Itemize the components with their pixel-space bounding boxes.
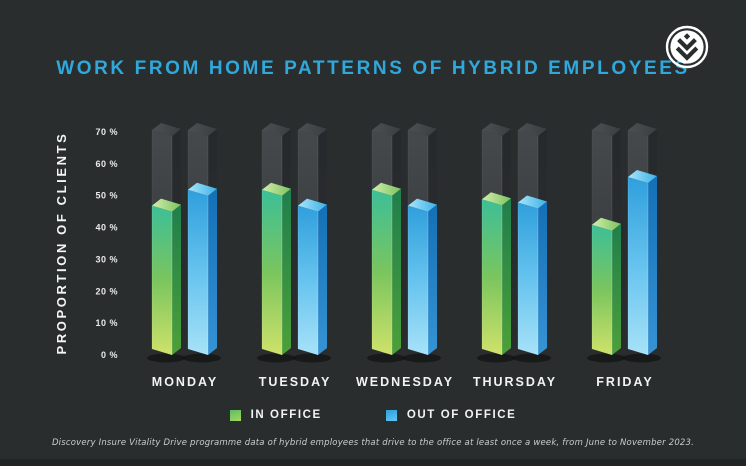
bar-tuesday-out-of-office-top-face — [298, 198, 327, 212]
column-group-tuesday: TUESDAY — [257, 123, 331, 389]
track-friday-out-of-office-top-face — [628, 123, 657, 136]
logo-chevron-icon — [675, 46, 699, 61]
legend-label-out-of-office: OUT OF OFFICE — [406, 409, 517, 421]
column-group-monday: MONDAY — [147, 123, 221, 389]
bar-monday-out-of-office-left-face — [188, 189, 208, 355]
y-tick-20: 20 % — [95, 286, 118, 296]
legend-item-out-of-office: OUT OF OFFICE — [385, 409, 517, 421]
bar-thursday-in-office-right-face — [502, 198, 511, 355]
bar-shadow — [147, 353, 185, 363]
bar-shadow — [367, 353, 405, 363]
bar-shadow — [477, 353, 515, 363]
bar-tuesday-out-of-office-right-face — [318, 204, 327, 355]
logo-chevron-icon — [677, 38, 697, 51]
track-tuesday-out-of-office-top-face — [298, 123, 327, 136]
bar-shadow — [293, 353, 331, 363]
bar-thursday-in-office-left-face — [482, 199, 502, 355]
bar-shadow — [257, 353, 295, 363]
bar-friday-out-of-office-top-face — [628, 169, 657, 183]
discovery-logo — [665, 25, 709, 69]
bar-shadow — [623, 353, 661, 363]
track-monday-in-office-top-face — [152, 123, 181, 136]
bar-tuesday-in-office-right-face — [282, 188, 291, 355]
legend-swatch-out-of-office-icon — [385, 409, 397, 421]
y-tick-40: 40 % — [95, 223, 118, 233]
bar-wednesday-in-office-right-face — [392, 188, 401, 355]
column-group-thursday: THURSDAY — [473, 123, 557, 389]
bar-thursday-out-of-office-left-face — [518, 202, 538, 355]
y-tick-10: 10 % — [95, 318, 118, 328]
track-wednesday-in-office-top-face — [372, 123, 401, 136]
bar-shadow — [513, 353, 551, 363]
track-tuesday-in-office-top-face — [262, 123, 291, 136]
x-axis-label-thursday: THURSDAY — [473, 375, 557, 389]
y-tick-50: 50 % — [95, 191, 118, 201]
bar-friday-in-office-top-face — [592, 217, 621, 231]
track-friday-in-office-top-face — [592, 123, 621, 136]
column-group-friday: FRIDAY — [587, 123, 661, 389]
y-tick-60: 60 % — [95, 159, 118, 169]
bar-shadow — [183, 353, 221, 363]
page-title: WORK FROM HOME PATTERNS OF HYBRID EMPLOY… — [56, 58, 690, 79]
bottom-strip — [0, 459, 746, 466]
x-axis-label-monday: MONDAY — [152, 375, 218, 389]
bar-shadow — [403, 353, 441, 363]
bar-wednesday-in-office-left-face — [372, 189, 392, 355]
bar-friday-out-of-office-left-face — [628, 176, 648, 355]
legend: IN OFFICE OUT OF OFFICE — [0, 409, 746, 421]
bar-wednesday-out-of-office-left-face — [408, 205, 428, 355]
bar-friday-in-office-left-face — [592, 224, 612, 355]
x-axis-label-tuesday: TUESDAY — [259, 375, 332, 389]
bar-monday-in-office-right-face — [172, 204, 181, 355]
x-axis-label-wednesday: WEDNESDAY — [356, 375, 454, 389]
bar-monday-out-of-office-right-face — [208, 188, 217, 355]
bar-monday-in-office-left-face — [152, 205, 172, 355]
track-wednesday-out-of-office-top-face — [408, 123, 437, 136]
bar-friday-in-office-right-face — [612, 223, 621, 355]
bar-shadow — [587, 353, 625, 363]
logo-outer-ring — [665, 25, 709, 69]
track-monday-out-of-office-top-face — [188, 123, 217, 136]
bar-thursday-out-of-office-right-face — [538, 201, 547, 355]
y-tick-30: 30 % — [95, 254, 118, 264]
bar-wednesday-out-of-office-right-face — [428, 204, 437, 355]
column-group-wednesday: WEDNESDAY — [356, 123, 454, 389]
bar-tuesday-in-office-left-face — [262, 189, 282, 355]
bar-wednesday-in-office-top-face — [372, 182, 401, 196]
bar-monday-out-of-office-top-face — [188, 182, 217, 196]
bar-wednesday-out-of-office-top-face — [408, 198, 437, 212]
track-thursday-in-office-top-face — [482, 123, 511, 136]
x-axis-label-friday: FRIDAY — [596, 375, 653, 389]
legend-swatch-in-office-icon — [229, 409, 241, 421]
logo-dot-icon — [683, 33, 691, 40]
y-tick-70: 70 % — [95, 127, 118, 137]
y-tick-0: 0 % — [101, 350, 118, 360]
legend-item-in-office: IN OFFICE — [229, 409, 322, 421]
bar-tuesday-out-of-office-left-face — [298, 205, 318, 355]
bar-thursday-out-of-office-top-face — [518, 195, 547, 209]
footer-note: Discovery Insure Vitality Drive programm… — [51, 438, 695, 448]
legend-label-in-office: IN OFFICE — [250, 409, 322, 421]
bar-friday-out-of-office-right-face — [648, 175, 657, 355]
bar-monday-in-office-top-face — [152, 198, 181, 212]
bar-tuesday-in-office-top-face — [262, 182, 291, 196]
bar-thursday-in-office-top-face — [482, 192, 511, 206]
track-thursday-out-of-office-top-face — [518, 123, 547, 136]
